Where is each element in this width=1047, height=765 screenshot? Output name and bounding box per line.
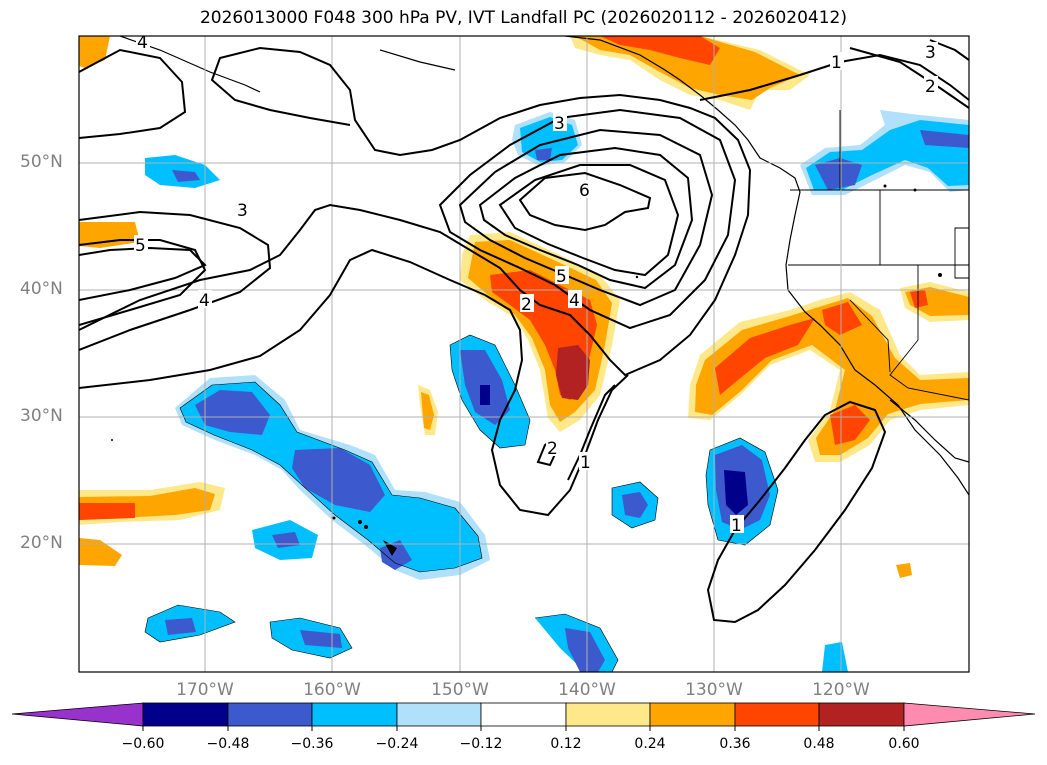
lat-label: 50°N [20,152,63,172]
negative-anomaly-region [480,385,490,405]
contour-label: 2 [925,77,936,97]
contour-label: 2 [521,295,532,315]
pv-contour [79,248,629,517]
map-frame [78,35,970,673]
lon-label: 140°W [558,680,616,700]
pv-contour [438,108,737,330]
positive-anomaly-region [830,405,870,445]
contour-label: 2 [547,439,558,459]
colorbar-bin [142,702,229,727]
colorbar-tick-label: −0.12 [459,736,503,752]
colorbar-bin [227,702,313,727]
pv-contour [849,47,969,109]
pv-contour [518,171,652,232]
negative-anomaly-region [172,170,200,182]
pv-contour [478,146,694,290]
pv-contour [79,210,272,351]
colorbar-tick-label: 0.24 [634,736,666,752]
contour-label: 3 [554,114,565,134]
colorbar-bin [734,702,820,727]
contour-label: 1 [831,53,842,73]
contour-label: 5 [135,236,146,256]
contour-label: 6 [579,181,590,201]
pv-contour [699,53,969,101]
contour-label: 1 [731,516,742,536]
lat-label: 40°N [20,279,63,299]
lon-label: 120°W [812,680,870,700]
pv-contour [79,246,207,301]
positive-anomaly-region [556,345,590,400]
colorbar-extend-low [11,702,144,727]
positive-anomaly-region [79,538,122,566]
colorbar-bin [480,702,567,727]
lon-label: 160°W [303,680,361,700]
positive-anomaly-region [79,503,135,520]
positive-anomaly-region [896,563,912,578]
colorbar-tick-label: 0.36 [719,736,751,752]
pv-contour [79,48,187,139]
pv-contour [929,39,969,61]
positive-anomaly-region [79,222,140,248]
pv-contour [706,400,887,624]
lat-label: 20°N [20,533,63,553]
pv-contour [567,384,616,481]
colorbar-tick-label: 0.60 [888,736,920,752]
negative-anomaly-region [920,130,969,148]
positive-anomaly-region [421,392,434,430]
negative-anomaly-region [292,448,385,512]
colorbar [11,702,1036,731]
positive-anomaly-region [715,318,815,395]
negative-anomaly-region [195,390,270,435]
negative-anomaly-region [165,618,196,635]
lon-label: 150°W [431,680,489,700]
colorbar-extend-high [903,702,1036,727]
colorbar-bin [818,702,905,727]
colorbar-tick-label: −0.60 [121,736,165,752]
positive-anomaly-region [600,36,720,65]
colorbar-bin [396,702,482,727]
contour-label: 3 [237,201,248,221]
colorbar-bin [649,702,736,727]
colorbar-tick-label: −0.48 [206,736,250,752]
positive-anomaly-region [910,290,928,308]
colorbar-tick-label: −0.36 [290,736,334,752]
colorbar-bin [311,702,398,727]
contour-label: 4 [137,33,148,53]
pv-contour [498,164,680,277]
lat-label: 30°N [20,406,63,426]
colorbar-tick-label: 0.48 [803,736,835,752]
chart-title: 2026013000 F048 300 hPa PV, IVT Landfall… [199,8,847,28]
positive-anomaly-region [822,302,862,335]
lon-label: 130°W [685,680,743,700]
pv-contour [79,46,752,377]
negative-anomaly-region [815,158,862,190]
colorbar-tick-label: −0.24 [375,736,419,752]
anomaly-outlines [144,334,779,672]
negative-anomaly-region [622,492,648,518]
lon-label: 170°W [176,680,234,700]
contour-label: 1 [580,453,591,473]
state-borders [788,110,969,401]
pv-contour [458,128,714,307]
contour-label: 5 [556,267,567,287]
negative-anomaly-region [535,148,552,160]
contour-label: 3 [925,43,936,63]
colorbar-bin [565,702,651,727]
negative-anomaly-region [565,628,605,672]
colorbar-tick-label: 0.12 [550,736,582,752]
negative-anomaly-region [724,470,748,515]
contour-label: 4 [569,291,580,311]
contour-label: 4 [199,291,210,311]
